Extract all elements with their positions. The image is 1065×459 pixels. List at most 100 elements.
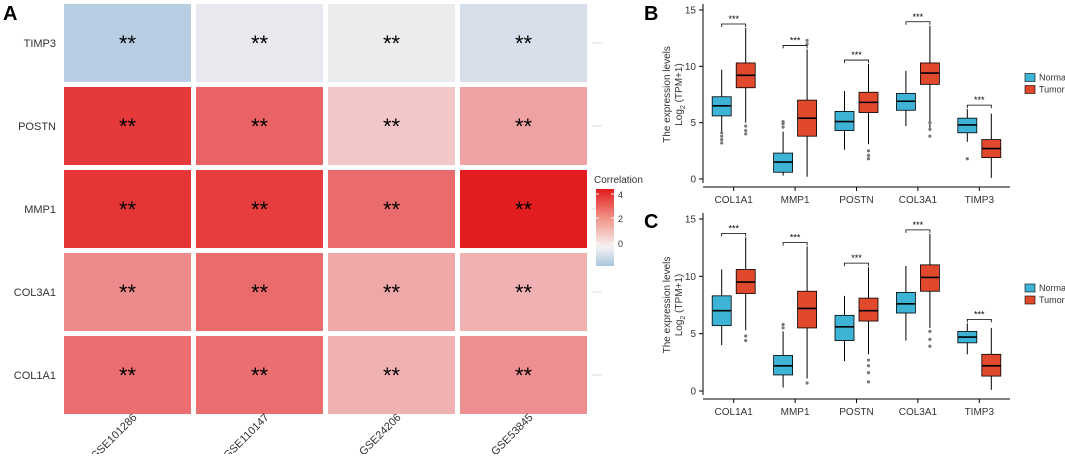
- heatmap-cell-label: **: [383, 197, 401, 222]
- heatmap-cell-label: **: [119, 363, 137, 388]
- x-tick-label: POSTN: [839, 407, 873, 418]
- x-tick-label: COL1A1: [715, 407, 754, 418]
- heatmap-row-label: COL3A1: [14, 287, 56, 299]
- heatmap-cell: [196, 87, 323, 165]
- box-outlier: [720, 131, 724, 135]
- heatmap-cell: [64, 4, 191, 82]
- y-tick-label: 15: [685, 215, 697, 226]
- legend-label: Normal: [1039, 73, 1065, 83]
- box-outlier: [781, 322, 785, 327]
- box-outlier: [928, 134, 932, 138]
- box-outlier: [866, 157, 871, 161]
- box-outlier: [928, 127, 932, 132]
- y-axis-title: The expression levels: [662, 257, 673, 354]
- heatmap-cell: [328, 87, 455, 165]
- heatmap-row-label: COL1A1: [14, 370, 56, 382]
- box-outlier: [866, 358, 871, 362]
- significance-bracket: [782, 45, 808, 49]
- box-outlier: [866, 153, 871, 157]
- heatmap-cell: [460, 87, 587, 165]
- heatmap-cell: [64, 336, 191, 414]
- panel-label-c: C: [644, 211, 658, 233]
- heatmap-column-label: GSE110147: [221, 412, 271, 454]
- heatmap-cell: [460, 253, 587, 331]
- legend-label: Tumor: [1039, 295, 1065, 305]
- box-outlier: [781, 122, 785, 126]
- y-tick-label: 10: [685, 62, 697, 73]
- heatmap-cell: [196, 170, 323, 248]
- significance-bracket: [782, 242, 808, 246]
- heatmap-cell-label: **: [119, 197, 137, 222]
- box-outlier: [744, 124, 748, 128]
- significance-bracket: [721, 23, 747, 28]
- heatmap-cell: [460, 170, 587, 248]
- heatmap-cell: [64, 170, 191, 248]
- box-outlier: [720, 134, 724, 138]
- heatmap-column-label: GSE24206: [357, 412, 404, 454]
- box-normal: [896, 291, 916, 314]
- heatmap-cell-label: **: [383, 114, 401, 139]
- box-outlier: [866, 380, 871, 384]
- box-outlier: [965, 157, 969, 161]
- y-axis-subtitle-subscript: 2: [680, 105, 687, 109]
- significance-bracket: [966, 104, 992, 109]
- heatmap-cell-label: **: [251, 280, 269, 305]
- heatmap-cell: [64, 253, 191, 331]
- y-axis-subtitle-unit: (TPM+1): [674, 274, 685, 316]
- significance-label: ***: [974, 309, 985, 319]
- box-outlier: [928, 344, 932, 348]
- y-axis-subtitle-subscript: 2: [680, 316, 687, 320]
- heatmap-cell: [196, 253, 323, 331]
- box-outlier: [744, 132, 748, 136]
- heatmap-row-label: POSTN: [18, 121, 56, 133]
- y-tick-label: 5: [690, 118, 696, 129]
- legend-swatch-tumor: [1024, 85, 1036, 94]
- box-outlier: [866, 149, 871, 153]
- heatmap-cell: [64, 87, 191, 165]
- y-axis-subtitle: Log2 (TPM+1): [674, 63, 687, 126]
- significance-label: ***: [851, 50, 862, 60]
- heatmap-cell-label: **: [119, 31, 137, 56]
- significance-label: ***: [790, 35, 801, 45]
- heatmap-column-label: GSE101286: [89, 412, 140, 454]
- heatmap-cell-label: **: [119, 114, 137, 139]
- heatmap-cell: [328, 170, 455, 248]
- significance-bracket: [905, 229, 931, 233]
- significance-label: ***: [913, 12, 924, 22]
- heatmap-cell-label: **: [515, 114, 533, 139]
- heatmap-cell: [328, 253, 455, 331]
- y-axis-subtitle: Log2 (TPM+1): [674, 274, 687, 337]
- significance-bracket: [721, 232, 747, 237]
- heatmap-cell: [460, 4, 587, 82]
- x-tick-label: TIMP3: [965, 407, 995, 418]
- significance-label: ***: [790, 233, 801, 243]
- box-outlier: [720, 137, 724, 142]
- heatmap-cell: [328, 336, 455, 414]
- significance-bracket: [966, 318, 992, 323]
- heatmap-cell-label: **: [251, 114, 269, 139]
- y-tick-label: 0: [690, 175, 696, 186]
- significance-label: ***: [728, 14, 739, 24]
- box-normal: [834, 314, 855, 341]
- significance-bracket: [905, 21, 931, 25]
- box-outlier: [805, 38, 809, 43]
- legend-swatch-normal: [1024, 73, 1036, 82]
- legend-label: Tumor: [1039, 85, 1065, 95]
- box-outlier: [744, 334, 748, 338]
- heatmap-cell: [196, 336, 323, 414]
- correlation-heatmap: TIMP3 ** ** ** ** POSTN ** ** ** ** MMP1 ** ** ** ** CO…: [14, 4, 602, 459]
- heatmap-cell: [196, 4, 323, 82]
- box-outlier: [928, 329, 932, 333]
- significance-bracket: [844, 59, 869, 64]
- panel-label-b: B: [644, 3, 658, 25]
- panel-label-a: A: [3, 3, 17, 25]
- x-tick-label: POSTN: [839, 195, 873, 206]
- x-tick-label: COL3A1: [899, 407, 938, 418]
- x-tick-label: MMP1: [781, 407, 810, 418]
- heatmap-row-label: MMP1: [24, 204, 56, 216]
- heatmap-cell-label: **: [383, 363, 401, 388]
- box-tumor: [858, 297, 879, 322]
- box-outlier: [866, 364, 871, 368]
- x-tick-label: MMP1: [781, 195, 810, 206]
